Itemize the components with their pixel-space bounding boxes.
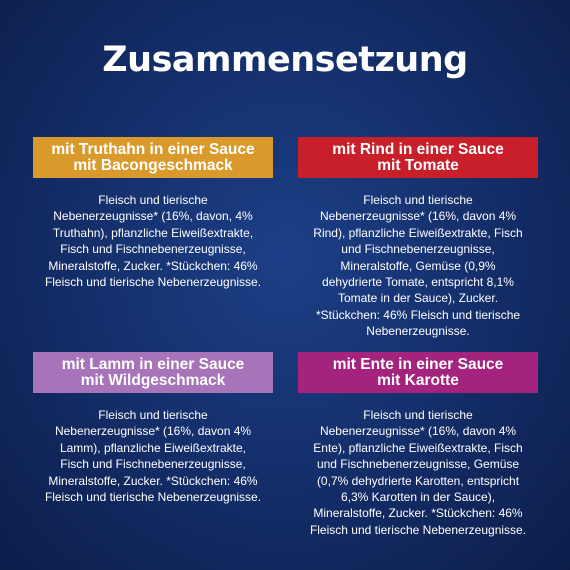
heading-line: mit Rind in einer Sauce bbox=[332, 140, 504, 158]
panel-text: Fleisch und tierische Nebenerzeugnisse* (… bbox=[298, 407, 538, 538]
text-line: Fisch und Fischnebenerzeugnisse, bbox=[60, 457, 246, 472]
panel-text: Fleisch und tierische Nebenerzeugnisse* (… bbox=[298, 192, 538, 340]
heading-line: mit Truthahn in einer Sauce bbox=[51, 140, 255, 158]
heading-line: mit Wildgeschmack bbox=[80, 371, 226, 389]
text-line: Fleisch und tierische Nebenerzeugnisse. bbox=[44, 490, 262, 505]
text-line: Nebenerzeugnisse. bbox=[366, 324, 470, 339]
text-line: 6,3% Karotten in der Sauce), bbox=[340, 490, 496, 505]
panel: mit Ente in einer Sauce mit Karotte Fleisc… bbox=[298, 352, 538, 538]
text-line: Nebenerzeugnisse* (16%, davon 4% bbox=[54, 424, 252, 439]
text-line: Fisch und Fischnebenerzeugnisse, bbox=[60, 242, 246, 257]
text-line: Fleisch und tierische Nebenerzeugnisse. bbox=[44, 275, 262, 290]
panel-heading: mit Truthahn in einer Sauce mit Bacongesc… bbox=[33, 137, 273, 178]
text-line: Nebenerzeugnisse* (16%, davon 4% bbox=[319, 209, 517, 224]
panel-heading: mit Lamm in einer Sauce mit Wildgeschmack bbox=[33, 352, 273, 393]
text-line: Ente), pflanzliche Eiweißextrakte, Fisch bbox=[313, 440, 523, 455]
heading-line: mit Lamm in einer Sauce bbox=[61, 355, 245, 373]
heading-line: mit Bacongeschmack bbox=[73, 156, 233, 174]
text-line: Mineralstoffe, Zucker. *Stückchen: 46% bbox=[313, 506, 523, 521]
text-line: Fleisch und tierische bbox=[363, 193, 473, 207]
heading-line: mit Karotte bbox=[377, 371, 459, 389]
panel-text: Fleisch und tierische Nebenerzeugnisse* (… bbox=[33, 192, 273, 290]
heading-line: mit Ente in einer Sauce bbox=[332, 355, 504, 373]
text-line: Nebenerzeugnisse* (16%, davon, 4% bbox=[53, 209, 253, 224]
text-line: Fleisch und tierische bbox=[98, 193, 208, 207]
panel-heading: mit Ente in einer Sauce mit Karotte bbox=[298, 352, 538, 393]
text-line: Mineralstoffe, Gemüse (0,9% bbox=[340, 258, 496, 273]
text-line: und Fischnebenerzeugnisse, Gemüse bbox=[316, 457, 520, 472]
text-line: dehydrierte Tomate, entspricht 8,1% bbox=[322, 275, 514, 290]
panel: mit Lamm in einer Sauce mit Wildgeschmack… bbox=[33, 352, 273, 505]
panel: mit Truthahn in einer Sauce mit Bacongesc… bbox=[33, 137, 273, 290]
text-line: Fleisch und tierische bbox=[363, 408, 473, 422]
panel: mit Rind in einer Sauce mit Tomate Fleisch… bbox=[298, 137, 538, 340]
text-line: *Stückchen: 46% Fleisch und tierische bbox=[315, 307, 521, 322]
panel-heading: mit Rind in einer Sauce mit Tomate bbox=[298, 137, 538, 178]
text-line: und Fischnebenerzeugnisse, bbox=[341, 242, 495, 257]
heading-line: mit Tomate bbox=[377, 156, 459, 174]
text-line: Truthahn), pflanzliche Eiweißextrakte, bbox=[52, 225, 254, 240]
panel-text: Fleisch und tierische Nebenerzeugnisse* (… bbox=[33, 407, 273, 505]
text-line: Lamm), pflanzliche Eiweißextrakte, bbox=[59, 440, 247, 455]
text-line: Rind), pflanzliche Eiweißextrakte, Fisch bbox=[313, 225, 523, 240]
text-line: Tomate in der Sauce), Zucker. bbox=[337, 291, 499, 306]
text-line: Fleisch und tierische Nebenerzeugnisse. bbox=[309, 522, 527, 537]
text-line: Nebenerzeugnisse* (16%, davon 4% bbox=[319, 424, 517, 439]
text-line: Fleisch und tierische bbox=[98, 408, 208, 422]
text-line: Mineralstoffe, Zucker. *Stückchen: 46% bbox=[48, 473, 258, 488]
text-line: (0,7% dehydrierte Karotten, entspricht bbox=[316, 473, 520, 488]
text-line: Mineralstoffe, Zucker. *Stückchen: 46% bbox=[48, 258, 258, 273]
title: Zusammensetzung bbox=[102, 40, 468, 80]
